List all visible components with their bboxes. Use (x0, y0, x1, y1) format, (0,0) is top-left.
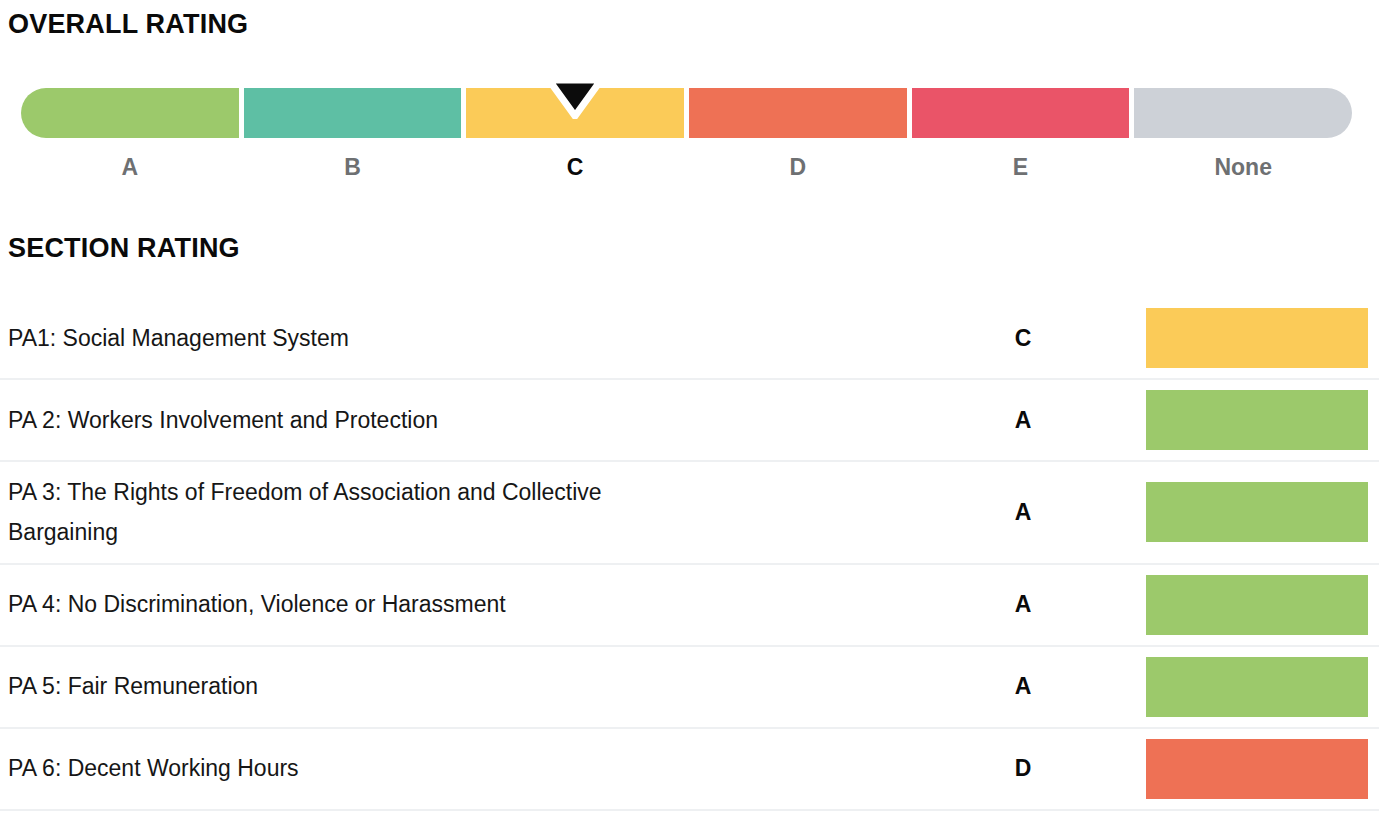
scale-label-d: D (689, 154, 907, 181)
scale-segment-e (912, 88, 1130, 138)
row-grade-bar (1146, 482, 1368, 542)
scale-segment-a (21, 88, 239, 138)
row-label-text: PA 6: Decent Working Hours (8, 748, 668, 788)
table-row: PA 5: Fair Remuneration A (0, 647, 1379, 729)
row-grade-bar (1146, 308, 1368, 368)
scale-segment-none (1134, 88, 1352, 138)
row-grade: C (900, 325, 1146, 352)
scale-segment-c (466, 88, 684, 138)
table-row: PA 4: No Discrimination, Violence or Har… (0, 565, 1379, 647)
scale-label-b: B (244, 154, 462, 181)
row-label: PA 3: The Rights of Freedom of Associati… (0, 472, 900, 553)
scale-label-none: None (1134, 154, 1352, 181)
row-label-text: PA 3: The Rights of Freedom of Associati… (8, 472, 668, 553)
row-label: PA 6: Decent Working Hours (0, 748, 900, 788)
scale-label-e: E (912, 154, 1130, 181)
row-grade: A (900, 499, 1146, 526)
scale-label-a: A (21, 154, 239, 181)
row-label: PA 5: Fair Remuneration (0, 666, 900, 706)
section-rating-table: PA1: Social Management System C PA 2: Wo… (0, 298, 1379, 811)
rating-report-page: OVERALL RATING ABCDENone SECTION RATING … (0, 0, 1379, 815)
down-triangle-marker-icon (543, 75, 607, 119)
section-rating-title: SECTION RATING (8, 233, 1379, 264)
row-label-text: PA 5: Fair Remuneration (8, 666, 668, 706)
scale-label-c: C (466, 154, 684, 181)
row-grade-bar (1146, 657, 1368, 717)
row-label-text: PA 2: Workers Involvement and Protection (8, 400, 668, 440)
table-row: PA1: Social Management System C (0, 298, 1379, 380)
table-row: PA 3: The Rights of Freedom of Associati… (0, 462, 1379, 565)
row-grade-bar (1146, 390, 1368, 450)
row-label: PA1: Social Management System (0, 318, 900, 358)
row-label-text: PA 4: No Discrimination, Violence or Har… (8, 584, 668, 624)
overall-rating-title: OVERALL RATING (8, 9, 1379, 40)
row-grade: A (900, 407, 1146, 434)
table-row: PA 6: Decent Working Hours D (0, 729, 1379, 811)
row-grade: D (900, 755, 1146, 782)
row-label-text: PA1: Social Management System (8, 318, 668, 358)
row-grade: A (900, 591, 1146, 618)
row-label: PA 2: Workers Involvement and Protection (0, 400, 900, 440)
row-grade-bar (1146, 575, 1368, 635)
table-row: PA 2: Workers Involvement and Protection… (0, 380, 1379, 462)
scale-segment-b (244, 88, 462, 138)
scale-segment-d (689, 88, 907, 138)
row-grade-bar (1146, 739, 1368, 799)
row-label: PA 4: No Discrimination, Violence or Har… (0, 584, 900, 624)
row-grade: A (900, 673, 1146, 700)
rating-scale-labels: ABCDENone (21, 154, 1352, 181)
rating-scale (21, 88, 1352, 138)
